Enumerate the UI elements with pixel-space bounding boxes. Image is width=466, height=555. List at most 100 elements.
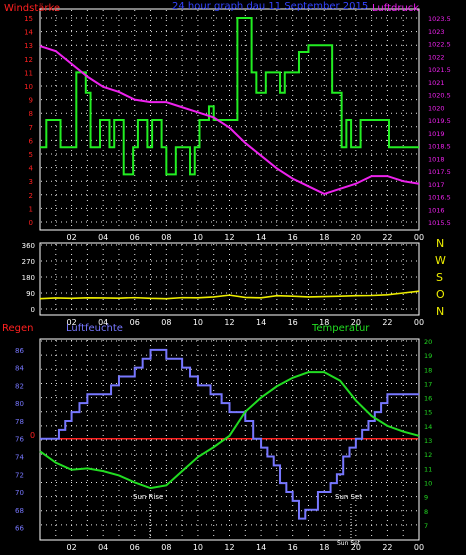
wind-tick-label: 14 bbox=[24, 29, 33, 37]
x-tick-label: 02 bbox=[66, 318, 76, 327]
compass-n-bottom: N bbox=[436, 305, 444, 318]
temperature-tick-label: 11 bbox=[424, 465, 432, 473]
rain-zero-label: 0 bbox=[30, 431, 35, 440]
humidity-tick-label: 66 bbox=[15, 525, 24, 533]
pressure-tick-label: 1018 bbox=[428, 155, 445, 163]
direction-grid bbox=[41, 244, 418, 314]
pressure-tick-label: 1021.5 bbox=[428, 66, 451, 74]
x-tick-label: 08 bbox=[161, 233, 171, 242]
humidity-tick-label: 76 bbox=[15, 436, 24, 444]
humidity-tick-label: 82 bbox=[15, 382, 24, 390]
x-tick-label: 18 bbox=[319, 318, 329, 327]
pressure-tick-label: 1023.5 bbox=[428, 15, 451, 23]
pressure-tick-label: 1016.5 bbox=[428, 194, 451, 202]
x-tick-label: 04 bbox=[98, 543, 108, 552]
pressure-tick-label: 1023 bbox=[428, 28, 445, 36]
humidity-tick-label: 84 bbox=[15, 365, 24, 373]
x-tick-label: 22 bbox=[382, 233, 392, 242]
compass-s: S bbox=[436, 271, 443, 284]
humidity-line bbox=[40, 348, 419, 520]
humidity-temp-grid bbox=[41, 340, 418, 539]
x-tick-label: 06 bbox=[130, 233, 140, 242]
pressure-tick-label: 1020 bbox=[428, 104, 445, 112]
wind-tick-label: 13 bbox=[24, 42, 33, 50]
x-tick-label: 16 bbox=[288, 543, 298, 552]
pressure-tick-label: 1017.5 bbox=[428, 168, 451, 176]
x-tick-label: 22 bbox=[382, 543, 392, 552]
wind-tick-label: 6 bbox=[29, 137, 34, 145]
x-tick-label: 12 bbox=[224, 233, 234, 242]
temperature-tick-label: 14 bbox=[424, 423, 432, 431]
x-tick-label: 10 bbox=[193, 233, 203, 242]
x-tick-label: 10 bbox=[193, 543, 203, 552]
x-tick-label: 16 bbox=[288, 233, 298, 242]
wind-tick-label: 0 bbox=[29, 219, 33, 227]
temperature-tick-label: 12 bbox=[424, 451, 432, 459]
temperature-tick-label: 10 bbox=[424, 479, 432, 487]
x-tick-label: 04 bbox=[98, 233, 108, 242]
wind-tick-label: 1 bbox=[29, 205, 33, 213]
compass-n-top: N bbox=[436, 237, 444, 250]
x-tick-label: 18 bbox=[319, 543, 329, 552]
humidity-tick-label: 70 bbox=[15, 489, 24, 497]
pressure-tick-label: 1019 bbox=[428, 130, 445, 138]
pressure-line bbox=[39, 45, 420, 196]
wind-tick-label: 15 bbox=[24, 15, 33, 23]
temperature-tick-label: 20 bbox=[424, 338, 432, 346]
wind-direction-line bbox=[39, 290, 420, 300]
temperature-tick-label: 7 bbox=[424, 522, 428, 530]
x-tick-label: 02 bbox=[66, 543, 76, 552]
x-tick-label: 06 bbox=[130, 543, 140, 552]
temperature-tick-label: 16 bbox=[424, 395, 432, 403]
wind-tick-label: 5 bbox=[29, 151, 33, 159]
x-tick-label: 00 bbox=[414, 543, 424, 552]
temperature-line bbox=[39, 371, 420, 490]
pressure-tick-label: 1021 bbox=[428, 79, 445, 87]
humidity-tick-label: 78 bbox=[15, 418, 24, 426]
chart-series bbox=[39, 17, 420, 520]
pressure-tick-label: 1015.5 bbox=[428, 219, 451, 227]
pressure-tick-label: 1017 bbox=[428, 181, 445, 189]
x-tick-label: 18 bbox=[319, 233, 329, 242]
x-tick-label: 16 bbox=[288, 318, 298, 327]
sunset-label: Sun Set bbox=[335, 493, 362, 501]
pressure-tick-label: 1022.5 bbox=[428, 41, 451, 49]
x-tick-label: 20 bbox=[351, 318, 361, 327]
direction-tick-label: 180 bbox=[22, 274, 35, 282]
humidity-label: Luftfeuchte bbox=[66, 323, 123, 334]
humidity-tick-label: 72 bbox=[15, 471, 24, 479]
x-tick-label: 02 bbox=[66, 233, 76, 242]
wind-axis-label: Windstärke bbox=[4, 3, 60, 14]
pressure-tick-label: 1016 bbox=[428, 206, 445, 214]
wind-tick-label: 2 bbox=[29, 192, 33, 200]
temperature-tick-label: 15 bbox=[424, 409, 432, 417]
humidity-tick-label: 68 bbox=[15, 507, 24, 515]
wind-tick-label: 10 bbox=[24, 83, 33, 91]
temperature-tick-label: 19 bbox=[424, 352, 432, 360]
wind-tick-label: 7 bbox=[29, 124, 33, 132]
pressure-tick-label: 1022 bbox=[428, 53, 445, 61]
x-tick-label: 14 bbox=[256, 318, 266, 327]
temperature-tick-label: 13 bbox=[424, 437, 432, 445]
x-tick-label: 20 bbox=[351, 233, 361, 242]
wind-tick-label: 4 bbox=[29, 165, 34, 173]
x-tick-label: 00 bbox=[414, 233, 424, 242]
wind-tick-label: 8 bbox=[29, 110, 33, 118]
sunset-small-label: Sun Set bbox=[337, 540, 361, 547]
wind-tick-label: 11 bbox=[24, 69, 33, 77]
direction-tick-label: 270 bbox=[22, 258, 35, 266]
temperature-tick-label: 8 bbox=[424, 508, 428, 516]
x-tick-label: 12 bbox=[224, 543, 234, 552]
chart-title: 24 hour graph dau 11 September 2015 bbox=[172, 1, 368, 12]
pressure-tick-label: 1020.5 bbox=[428, 92, 451, 100]
compass-w: W bbox=[435, 254, 446, 267]
x-tick-label: 10 bbox=[193, 318, 203, 327]
pressure-axis-label: Luftdruck bbox=[372, 3, 419, 14]
temperature-tick-label: 17 bbox=[424, 380, 432, 388]
direction-tick-label: 0 bbox=[31, 306, 35, 314]
compass-o: O bbox=[436, 288, 445, 301]
x-tick-label: 20 bbox=[351, 543, 361, 552]
sunrise-label: Sun Rise bbox=[133, 493, 163, 501]
